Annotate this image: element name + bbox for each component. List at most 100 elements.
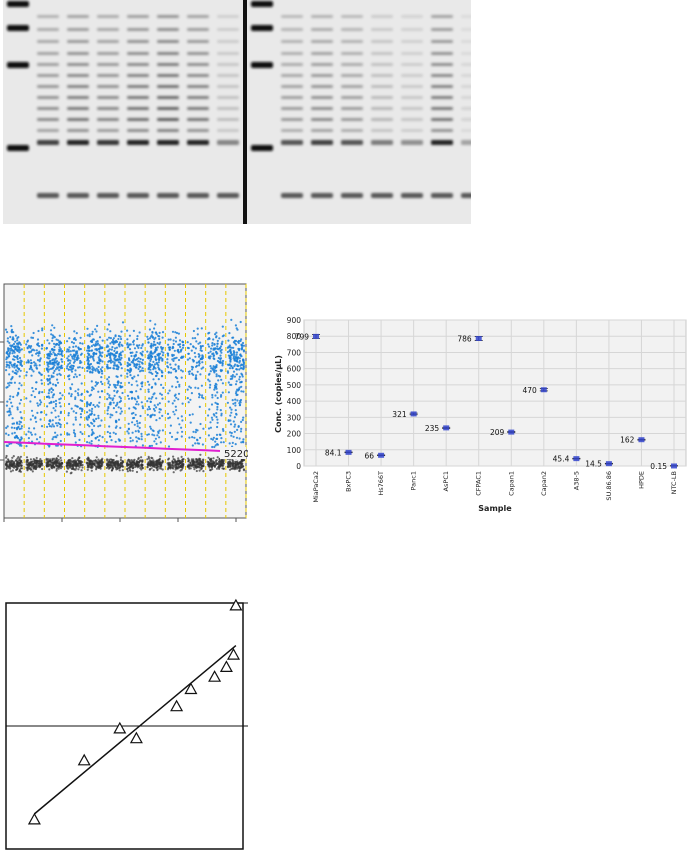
data-point <box>443 425 450 431</box>
correlation-plot <box>5 598 248 850</box>
primer-band <box>187 193 209 198</box>
gel-band <box>217 140 239 145</box>
gel-band <box>97 129 119 132</box>
x-tick-labels: MiaPaCa2 BxPC3 Hs766T Panc1 AsPC1 CFPAC1 Capan… <box>312 471 678 503</box>
droplet-amplitude-panel: 5220 <box>0 282 249 522</box>
primer-band <box>281 193 303 198</box>
gel-band <box>127 85 149 88</box>
triangle-point <box>77 753 91 766</box>
gel-image-panel <box>3 0 483 224</box>
gel-band <box>37 28 59 31</box>
gel-band <box>157 118 179 121</box>
y-tick-label: 200 <box>287 430 302 439</box>
data-label: 14.5 <box>585 460 602 469</box>
x-tick-label: A38-5 <box>572 471 580 490</box>
gel-band <box>127 28 149 31</box>
gel-band <box>371 118 393 121</box>
gel-band <box>217 63 239 66</box>
y-axis-label: Conc. (copies/µL) <box>274 355 283 433</box>
gel-band <box>461 140 483 145</box>
gel-band <box>461 129 483 132</box>
ladder-band <box>251 62 273 68</box>
gel-band <box>431 28 453 31</box>
gel-band <box>37 40 59 43</box>
gel-band <box>157 40 179 43</box>
plot-area <box>303 319 687 467</box>
gel-band <box>401 129 423 132</box>
gel-band <box>461 15 483 18</box>
gel-band <box>97 63 119 66</box>
data-point <box>378 452 385 458</box>
gel-image <box>3 0 483 224</box>
gel-band <box>431 140 453 145</box>
primer-band <box>217 193 239 198</box>
gel-band <box>401 118 423 121</box>
gel-band <box>311 118 333 121</box>
data-point <box>540 387 547 393</box>
gel-band <box>431 118 453 121</box>
gel-band <box>97 28 119 31</box>
gel-band <box>371 85 393 88</box>
droplet-axis-ticks <box>0 341 237 522</box>
ladder-band <box>7 25 29 31</box>
gel-band <box>371 63 393 66</box>
gel-band <box>311 63 333 66</box>
gel-band <box>401 74 423 77</box>
correlation-plot-panel <box>0 598 250 850</box>
gel-band <box>371 15 393 18</box>
gel-band <box>461 96 483 99</box>
gel-band <box>67 107 89 110</box>
gel-band <box>401 107 423 110</box>
triangle-point <box>170 699 184 712</box>
correlation-points <box>27 598 243 825</box>
gel-band <box>187 118 209 121</box>
gel-band <box>37 96 59 99</box>
gel-band <box>281 118 303 121</box>
gel-band <box>371 52 393 55</box>
gel-band <box>341 74 363 77</box>
x-tick-label: HPDE <box>637 471 645 489</box>
gel-band <box>311 96 333 99</box>
gel-band <box>127 15 149 18</box>
triangle-point <box>226 647 241 660</box>
gel-band <box>371 40 393 43</box>
gel-band <box>281 15 303 18</box>
gel-band <box>341 15 363 18</box>
ladder-band <box>7 1 29 7</box>
gel-band <box>97 15 119 18</box>
gel-band <box>311 15 333 18</box>
gel-band <box>461 40 483 43</box>
gel-band <box>157 140 179 145</box>
gel-band <box>97 40 119 43</box>
gel-band <box>281 40 303 43</box>
x-tick-label: MiaPaCa2 <box>312 471 320 503</box>
gel-band <box>341 85 363 88</box>
gel-band <box>97 107 119 110</box>
gel-band <box>311 85 333 88</box>
data-label: 321 <box>392 410 407 419</box>
gel-band <box>37 129 59 132</box>
triangle-point <box>219 660 233 673</box>
gel-band <box>127 74 149 77</box>
x-tick-label: Capan2 <box>540 471 548 496</box>
gel-band <box>37 118 59 121</box>
gel-band <box>371 107 393 110</box>
primer-band <box>127 193 149 198</box>
gel-band <box>281 140 303 145</box>
gel-band <box>127 140 149 145</box>
gel-band <box>341 118 363 121</box>
data-label: 470 <box>522 386 537 395</box>
gel-band <box>401 52 423 55</box>
data-label: 84.1 <box>325 448 342 457</box>
gel-divider <box>243 0 247 224</box>
gel-band <box>37 85 59 88</box>
concentration-points: 799 84.1 66 321 235 786 209 470 45.4 14.5 162 0.15 <box>295 332 678 471</box>
data-label: 786 <box>457 334 472 343</box>
triangle-point <box>113 721 127 734</box>
gel-band <box>311 74 333 77</box>
gel-band <box>67 52 89 55</box>
gel-right-background <box>247 0 471 224</box>
gel-band <box>281 96 303 99</box>
primer-band <box>157 193 179 198</box>
y-tick-labels: 0 100 200 300 400 500 600 700 800 900 <box>287 316 302 471</box>
